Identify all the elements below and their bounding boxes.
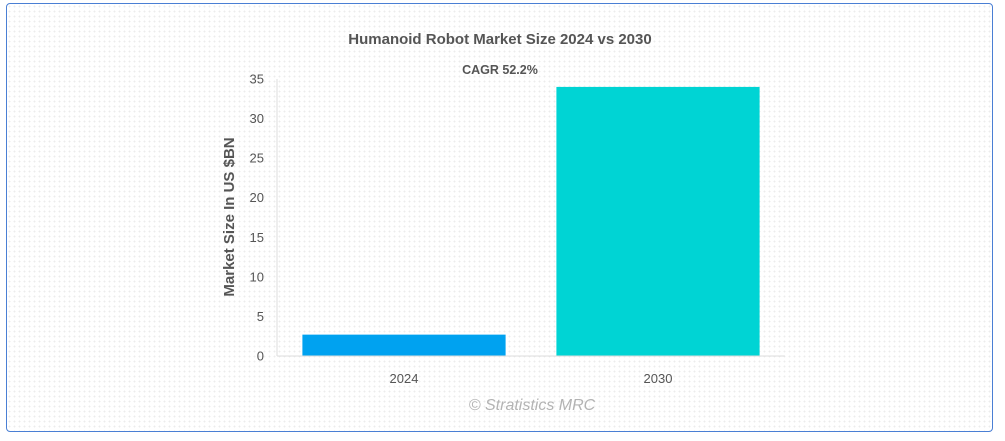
watermark: © Stratistics MRC xyxy=(469,397,596,414)
chart-frame xyxy=(6,3,993,432)
y-tick-label: 10 xyxy=(250,269,264,284)
chart-title: Humanoid Robot Market Size 2024 vs 2030 xyxy=(348,31,651,48)
y-tick-label: 5 xyxy=(257,309,264,324)
y-axis-ticks: 0 5 10 15 20 25 30 35 xyxy=(250,72,264,364)
y-tick-label: 0 xyxy=(257,349,264,364)
x-tick-label: 2024 xyxy=(390,371,419,386)
y-tick-label: 35 xyxy=(250,72,264,87)
bar-2024 xyxy=(302,334,506,356)
y-axis-label: Market Size In US $BN xyxy=(221,137,238,296)
x-tick-label: 2030 xyxy=(644,371,673,386)
x-axis-ticks: 2024 2030 xyxy=(390,371,673,386)
bars xyxy=(302,86,760,357)
y-tick-label: 25 xyxy=(250,151,264,166)
cagr-annotation: CAGR 52.2% xyxy=(462,63,538,77)
bar-2030 xyxy=(556,86,760,357)
y-tick-label: 15 xyxy=(250,230,264,245)
y-tick-label: 20 xyxy=(250,190,264,205)
y-tick-label: 30 xyxy=(250,111,264,126)
